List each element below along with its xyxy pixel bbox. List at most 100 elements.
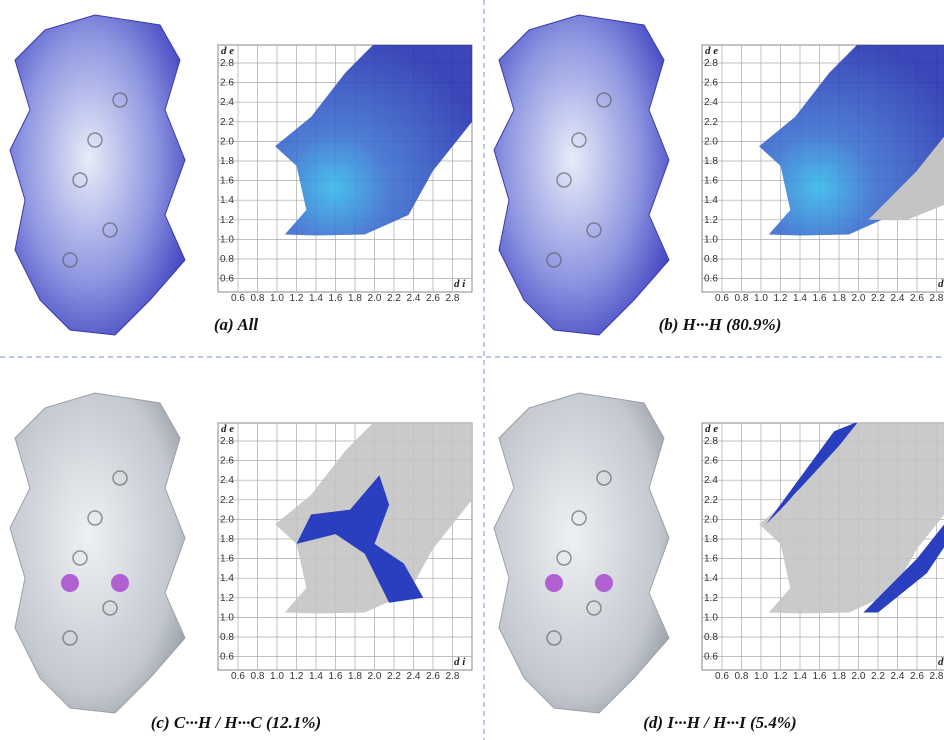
x-tick-label: 1.0 bbox=[754, 293, 768, 304]
x-tick-label: 1.4 bbox=[309, 671, 323, 682]
y-tick-label: 1.6 bbox=[704, 554, 718, 565]
y-tick-label: 2.2 bbox=[220, 495, 234, 506]
x-tick-label: 2.6 bbox=[910, 293, 924, 304]
y-axis-label: d e bbox=[705, 45, 718, 57]
y-tick-label: 2.6 bbox=[220, 78, 234, 89]
y-tick-label: 1.2 bbox=[704, 593, 718, 604]
iodine bbox=[111, 574, 129, 592]
y-tick-label: 2.8 bbox=[220, 58, 234, 69]
panel: 0.6 0.8 1.0 1.2 1.4 1.6 1.8 2.0 2.2 2.4 2.6 2.8 2.8 2… bbox=[494, 393, 944, 732]
y-tick-label: 1.8 bbox=[220, 534, 234, 545]
y-tick-label: 2.2 bbox=[704, 117, 718, 128]
x-tick-label: 1.8 bbox=[348, 671, 362, 682]
x-tick-label: 1.8 bbox=[348, 293, 362, 304]
y-tick-label: 0.6 bbox=[704, 274, 718, 285]
hirshfeld-surface bbox=[494, 393, 669, 713]
y-tick-label: 1.0 bbox=[704, 234, 718, 245]
y-axis-label: d e bbox=[221, 45, 234, 57]
y-tick-label: 1.2 bbox=[220, 593, 234, 604]
x-tick-label: 0.8 bbox=[735, 293, 749, 304]
x-axis-label: d i bbox=[454, 278, 466, 290]
x-tick-label: 0.8 bbox=[251, 671, 265, 682]
y-tick-label: 2.2 bbox=[220, 117, 234, 128]
y-tick-label: 1.6 bbox=[220, 554, 234, 565]
x-tick-label: 2.6 bbox=[426, 293, 440, 304]
figure: 0.6 0.8 1.0 1.2 1.4 1.6 1.8 2.0 2.2 2.4 2.6 2.8 2.8 2… bbox=[0, 0, 944, 740]
y-tick-label: 1.8 bbox=[704, 534, 718, 545]
x-tick-label: 0.6 bbox=[715, 671, 729, 682]
x-tick-label: 1.2 bbox=[290, 671, 304, 682]
hirshfeld-surface bbox=[494, 15, 669, 335]
y-tick-label: 2.8 bbox=[704, 436, 718, 447]
caption: (d) I···H / H···I (5.4%) bbox=[643, 713, 796, 732]
y-tick-label: 0.8 bbox=[704, 254, 718, 265]
x-tick-label: 2.0 bbox=[852, 293, 866, 304]
y-tick-label: 1.0 bbox=[704, 612, 718, 623]
x-tick-label: 1.6 bbox=[813, 293, 827, 304]
x-tick-label: 2.8 bbox=[446, 671, 460, 682]
y-tick-label: 1.4 bbox=[704, 573, 718, 584]
panel: 0.6 0.8 1.0 1.2 1.4 1.6 1.8 2.0 2.2 2.4 2.6 2.8 2.8 2… bbox=[494, 15, 944, 335]
x-axis-label: d i bbox=[454, 656, 466, 668]
iodine bbox=[545, 574, 563, 592]
x-tick-label: 2.0 bbox=[852, 671, 866, 682]
x-tick-label: 2.2 bbox=[871, 671, 885, 682]
x-tick-label: 1.8 bbox=[832, 671, 846, 682]
y-tick-label: 1.2 bbox=[220, 215, 234, 226]
x-tick-label: 2.6 bbox=[426, 671, 440, 682]
iodine bbox=[61, 574, 79, 592]
x-axis-label: d i bbox=[938, 278, 944, 290]
y-axis-label: d e bbox=[221, 423, 234, 435]
x-tick-label: 2.6 bbox=[910, 671, 924, 682]
x-tick-label: 1.6 bbox=[329, 671, 343, 682]
x-tick-label: 0.8 bbox=[251, 293, 265, 304]
x-tick-label: 0.8 bbox=[735, 671, 749, 682]
y-tick-label: 1.4 bbox=[220, 195, 234, 206]
y-tick-label: 1.8 bbox=[220, 156, 234, 167]
caption: (b) H···H (80.9%) bbox=[659, 315, 782, 334]
y-tick-label: 1.6 bbox=[704, 176, 718, 187]
y-tick-label: 2.6 bbox=[704, 78, 718, 89]
x-tick-label: 0.6 bbox=[231, 671, 245, 682]
x-tick-label: 0.6 bbox=[231, 293, 245, 304]
iodine bbox=[595, 574, 613, 592]
y-tick-label: 2.0 bbox=[220, 514, 234, 525]
y-tick-label: 1.6 bbox=[220, 176, 234, 187]
x-tick-label: 1.6 bbox=[813, 671, 827, 682]
x-tick-label: 1.4 bbox=[793, 293, 807, 304]
x-tick-label: 1.2 bbox=[290, 293, 304, 304]
x-tick-label: 2.8 bbox=[930, 293, 944, 304]
caption: (c) C···H / H···C (12.1%) bbox=[151, 713, 321, 732]
x-tick-label: 1.6 bbox=[329, 293, 343, 304]
x-tick-label: 2.4 bbox=[407, 293, 421, 304]
x-tick-label: 2.0 bbox=[368, 293, 382, 304]
x-tick-label: 2.4 bbox=[891, 671, 905, 682]
x-tick-label: 2.2 bbox=[871, 293, 885, 304]
y-tick-label: 2.8 bbox=[704, 58, 718, 69]
y-tick-label: 2.6 bbox=[704, 456, 718, 467]
x-tick-label: 1.0 bbox=[754, 671, 768, 682]
y-tick-label: 1.0 bbox=[220, 234, 234, 245]
x-tick-label: 1.4 bbox=[309, 293, 323, 304]
y-tick-label: 0.8 bbox=[220, 254, 234, 265]
x-tick-label: 1.8 bbox=[832, 293, 846, 304]
x-tick-label: 2.0 bbox=[368, 671, 382, 682]
y-tick-label: 0.8 bbox=[220, 632, 234, 643]
x-tick-label: 2.8 bbox=[930, 671, 944, 682]
y-tick-label: 2.0 bbox=[704, 136, 718, 147]
y-axis-label: d e bbox=[705, 423, 718, 435]
y-tick-label: 2.4 bbox=[704, 475, 718, 486]
x-tick-label: 0.6 bbox=[715, 293, 729, 304]
y-tick-label: 0.6 bbox=[704, 652, 718, 663]
x-tick-label: 2.2 bbox=[387, 293, 401, 304]
x-axis-label: d i bbox=[938, 656, 944, 668]
x-tick-label: 2.4 bbox=[891, 293, 905, 304]
y-tick-label: 2.4 bbox=[220, 97, 234, 108]
x-tick-label: 1.0 bbox=[270, 293, 284, 304]
y-tick-label: 2.0 bbox=[704, 514, 718, 525]
y-tick-label: 0.6 bbox=[220, 652, 234, 663]
y-tick-label: 1.2 bbox=[704, 215, 718, 226]
y-tick-label: 2.8 bbox=[220, 436, 234, 447]
